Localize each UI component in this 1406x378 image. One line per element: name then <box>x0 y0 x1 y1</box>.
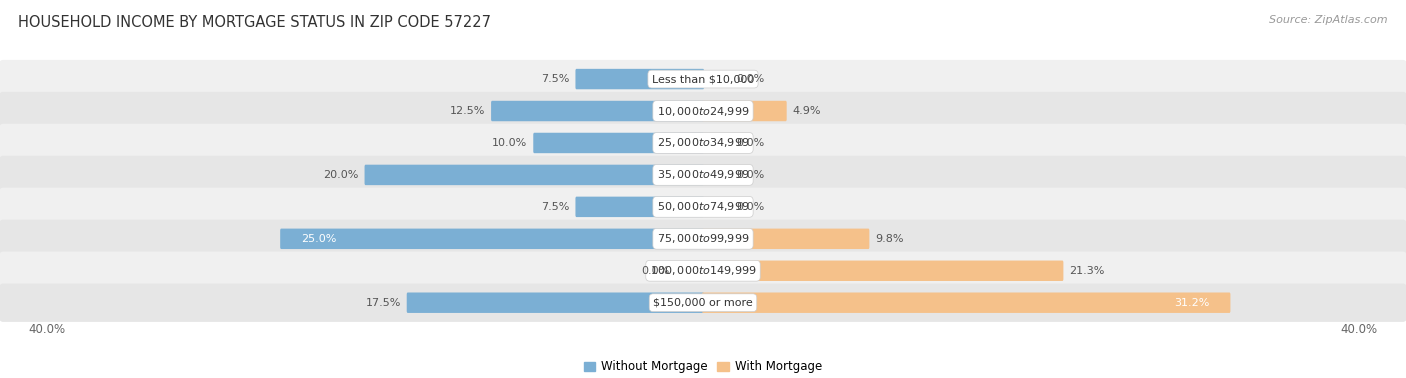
FancyBboxPatch shape <box>0 156 1406 194</box>
FancyBboxPatch shape <box>702 101 787 121</box>
Text: 12.5%: 12.5% <box>450 106 485 116</box>
Text: 21.3%: 21.3% <box>1069 266 1105 276</box>
FancyBboxPatch shape <box>364 165 704 185</box>
FancyBboxPatch shape <box>0 188 1406 226</box>
Text: 40.0%: 40.0% <box>28 324 65 336</box>
FancyBboxPatch shape <box>0 124 1406 162</box>
Text: Less than $10,000: Less than $10,000 <box>652 74 754 84</box>
Legend: Without Mortgage, With Mortgage: Without Mortgage, With Mortgage <box>579 356 827 378</box>
Text: $100,000 to $149,999: $100,000 to $149,999 <box>650 264 756 277</box>
Text: 20.0%: 20.0% <box>323 170 359 180</box>
Text: 10.0%: 10.0% <box>492 138 527 148</box>
FancyBboxPatch shape <box>575 197 704 217</box>
Text: 17.5%: 17.5% <box>366 298 401 308</box>
FancyBboxPatch shape <box>0 252 1406 290</box>
Text: HOUSEHOLD INCOME BY MORTGAGE STATUS IN ZIP CODE 57227: HOUSEHOLD INCOME BY MORTGAGE STATUS IN Z… <box>18 15 491 30</box>
Text: $35,000 to $49,999: $35,000 to $49,999 <box>657 169 749 181</box>
Text: 7.5%: 7.5% <box>541 202 569 212</box>
FancyBboxPatch shape <box>0 92 1406 130</box>
Text: 7.5%: 7.5% <box>541 74 569 84</box>
FancyBboxPatch shape <box>575 69 704 89</box>
Text: 0.0%: 0.0% <box>737 170 765 180</box>
Text: $150,000 or more: $150,000 or more <box>654 298 752 308</box>
Text: 4.9%: 4.9% <box>793 106 821 116</box>
Text: 40.0%: 40.0% <box>1341 324 1378 336</box>
Text: $75,000 to $99,999: $75,000 to $99,999 <box>657 232 749 245</box>
FancyBboxPatch shape <box>0 284 1406 322</box>
Text: 0.0%: 0.0% <box>641 266 669 276</box>
Text: 25.0%: 25.0% <box>301 234 337 244</box>
Text: Source: ZipAtlas.com: Source: ZipAtlas.com <box>1270 15 1388 25</box>
FancyBboxPatch shape <box>533 133 704 153</box>
FancyBboxPatch shape <box>702 260 1063 281</box>
Text: $50,000 to $74,999: $50,000 to $74,999 <box>657 200 749 213</box>
FancyBboxPatch shape <box>702 293 1230 313</box>
FancyBboxPatch shape <box>491 101 704 121</box>
Text: $25,000 to $34,999: $25,000 to $34,999 <box>657 136 749 149</box>
FancyBboxPatch shape <box>406 293 704 313</box>
Text: 0.0%: 0.0% <box>737 202 765 212</box>
Text: 31.2%: 31.2% <box>1174 298 1209 308</box>
Text: 0.0%: 0.0% <box>737 138 765 148</box>
FancyBboxPatch shape <box>0 60 1406 98</box>
Text: 9.8%: 9.8% <box>875 234 904 244</box>
Text: $10,000 to $24,999: $10,000 to $24,999 <box>657 104 749 118</box>
Text: 0.0%: 0.0% <box>737 74 765 84</box>
FancyBboxPatch shape <box>702 229 869 249</box>
FancyBboxPatch shape <box>280 229 704 249</box>
FancyBboxPatch shape <box>0 220 1406 258</box>
